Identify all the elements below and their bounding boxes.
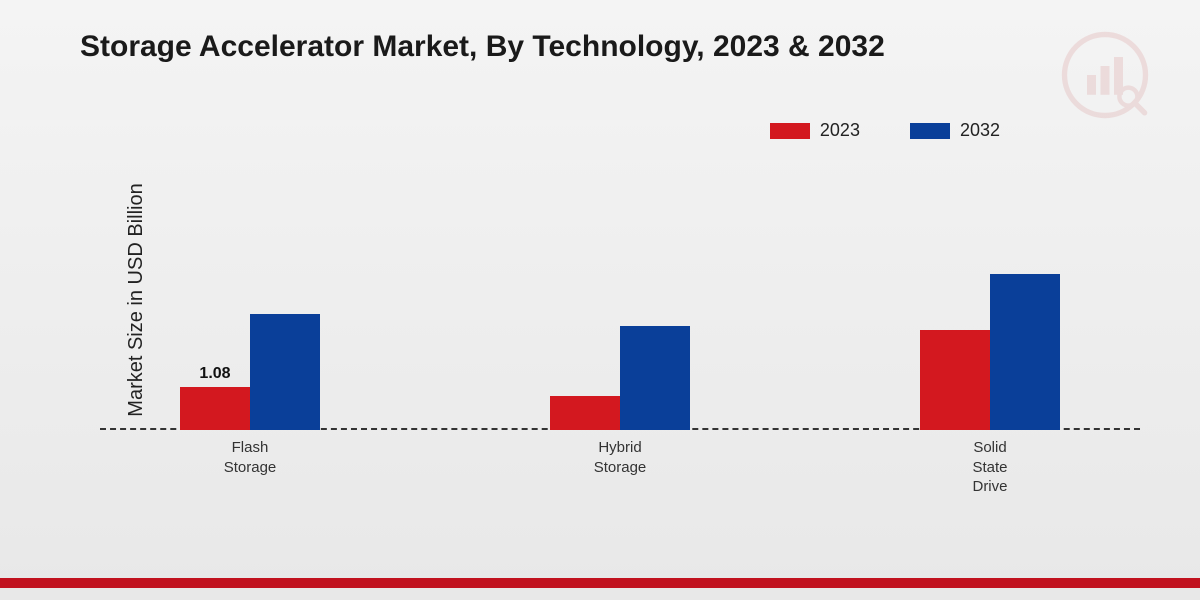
bar-group: Solid State Drive <box>880 170 1100 430</box>
footer-accent-bar <box>0 578 1200 588</box>
bar-2023 <box>550 396 620 430</box>
legend-item-2023: 2023 <box>770 120 860 141</box>
legend-label-2032: 2032 <box>960 120 1000 141</box>
bar-2032 <box>620 326 690 430</box>
bar-2023: 1.08 <box>180 387 250 430</box>
x-tick-label: Solid State Drive <box>972 438 1007 497</box>
plot-area: 1.08Flash Storage Hybrid Storage Solid Sta… <box>100 170 1140 430</box>
legend-item-2032: 2032 <box>910 120 1000 141</box>
legend-swatch-2032 <box>910 123 950 139</box>
x-tick-label: Hybrid Storage <box>594 438 647 477</box>
legend-swatch-2023 <box>770 123 810 139</box>
x-tick-label: Flash Storage <box>224 438 277 477</box>
legend: 2023 2032 <box>770 120 1000 141</box>
bar-2023 <box>920 330 990 430</box>
legend-label-2023: 2023 <box>820 120 860 141</box>
chart-title: Storage Accelerator Market, By Technolog… <box>80 30 885 64</box>
bar-group: 1.08Flash Storage <box>140 170 360 430</box>
bar-2032 <box>250 314 320 430</box>
bar-2032 <box>990 274 1060 430</box>
bar-group: Hybrid Storage <box>510 170 730 430</box>
bar-value-label: 1.08 <box>199 365 230 383</box>
watermark-logo <box>1060 30 1150 120</box>
